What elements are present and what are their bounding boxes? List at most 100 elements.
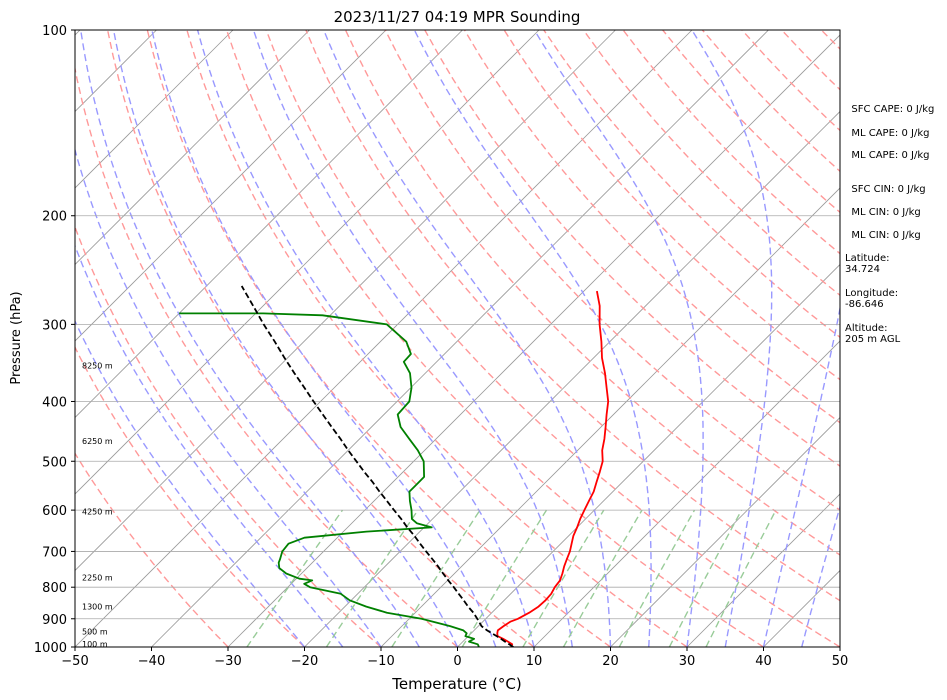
stat-label: ML CIN bbox=[851, 207, 887, 218]
isotherm-line bbox=[533, 340, 840, 647]
moist-adiabat-line bbox=[75, 319, 306, 647]
x-axis-label: Temperature (°C) bbox=[391, 675, 521, 693]
isotherm-line bbox=[75, 30, 387, 342]
y-tick-label: 800 bbox=[42, 581, 67, 596]
height-label: 2250 m bbox=[82, 574, 113, 583]
dewpoint-line bbox=[179, 312, 480, 647]
dry-adiabat-line bbox=[225, 30, 764, 647]
height-label: 4250 m bbox=[82, 507, 113, 516]
height-labels: 100 m 500 m 1300 m 2250 m 4250 m 6250 m 8250 m bbox=[82, 362, 113, 649]
isotherm-line bbox=[457, 263, 840, 647]
y-tick-label: 100 bbox=[42, 24, 67, 39]
stat-label: ML CAPE bbox=[851, 150, 895, 161]
stat-ml-cin-2: ML CIN: 0 J/kg bbox=[851, 230, 921, 241]
isotherm-line bbox=[686, 493, 840, 647]
longitude-info: Longitude: -86.646 bbox=[845, 288, 898, 310]
moist-adiabat-line bbox=[691, 30, 773, 647]
moist-adiabat-line bbox=[151, 30, 497, 647]
altitude-label: Altitude: bbox=[845, 323, 888, 334]
y-axis-ticks: 100 200 300 400 500 600 700 800 900 1000 bbox=[34, 24, 75, 656]
y-tick-label: 400 bbox=[42, 395, 67, 410]
x-axis-ticks: −50 −40 −30 −20 −10 0 10 20 30 40 50 bbox=[61, 647, 848, 669]
height-label: 8250 m bbox=[82, 362, 113, 371]
stat-ml-cape-2: ML CAPE: 0 J/kg bbox=[851, 150, 930, 161]
moist-adiabat-line bbox=[112, 30, 459, 647]
temperature-line bbox=[496, 290, 610, 647]
isotherm-line bbox=[75, 30, 693, 647]
isotherm-line bbox=[75, 30, 463, 419]
stat-label: SFC CAPE bbox=[851, 104, 900, 115]
altitude-value: 205 m AGL bbox=[845, 334, 901, 345]
x-tick-label: −10 bbox=[367, 654, 394, 669]
moist-adiabat-line bbox=[801, 504, 840, 647]
stat-value: 0 J/kg bbox=[897, 184, 926, 195]
dry-adiabat-line bbox=[424, 30, 840, 467]
y-axis-label: Pressure (hPa) bbox=[9, 291, 24, 384]
latitude-info: Latitude: 34.724 bbox=[845, 253, 890, 275]
background-lines bbox=[75, 30, 840, 647]
isotherm-line bbox=[227, 34, 840, 647]
stat-sfc-cin: SFC CIN: 0 J/kg bbox=[851, 184, 926, 195]
x-tick-label: 50 bbox=[832, 654, 849, 669]
stat-ml-cin: ML CIN: 0 J/kg bbox=[851, 207, 921, 218]
y-tick-label: 600 bbox=[42, 504, 67, 519]
dry-adiabat-line bbox=[75, 452, 229, 647]
longitude-value: -86.646 bbox=[845, 299, 884, 310]
moist-adiabat-line bbox=[75, 244, 344, 647]
moist-adiabat-line bbox=[413, 30, 652, 647]
dry-adiabat-line bbox=[106, 30, 535, 647]
height-label: 1300 m bbox=[82, 603, 113, 612]
isotherm-line bbox=[75, 30, 234, 189]
profile-lines bbox=[179, 285, 610, 647]
stat-value: 0 J/kg bbox=[892, 207, 921, 218]
y-tick-label: 900 bbox=[42, 613, 67, 628]
stat-value: 0 J/kg bbox=[901, 150, 930, 161]
isotherm-line bbox=[304, 110, 840, 647]
dry-adiabat-line bbox=[463, 30, 840, 424]
dry-adiabat-line bbox=[582, 30, 840, 297]
moist-adiabat-line bbox=[533, 30, 704, 647]
height-label: 6250 m bbox=[82, 437, 113, 446]
chart-title: 2023/11/27 04:19 MPR Sounding bbox=[334, 8, 581, 26]
x-tick-label: −50 bbox=[61, 654, 88, 669]
moist-adiabat-line bbox=[252, 30, 573, 647]
dry-adiabat-line bbox=[75, 65, 458, 647]
dry-adiabat-line bbox=[344, 30, 840, 556]
stat-value: 0 J/kg bbox=[901, 128, 930, 139]
parcel_profile-line bbox=[240, 285, 514, 647]
moist-adiabat-line bbox=[75, 147, 382, 647]
isotherm-line bbox=[75, 30, 540, 495]
dry-adiabat-line bbox=[305, 30, 840, 602]
y-tick-label: 500 bbox=[42, 455, 67, 470]
x-tick-label: 20 bbox=[602, 654, 619, 669]
x-tick-label: −40 bbox=[138, 654, 165, 669]
moist-adiabat-line bbox=[196, 30, 535, 647]
moist-adiabat-line bbox=[762, 304, 840, 647]
stat-value: 0 J/kg bbox=[892, 230, 921, 241]
dry-adiabat-line bbox=[384, 30, 840, 512]
dry-adiabat-line bbox=[146, 30, 611, 647]
dry-adiabat-line bbox=[75, 345, 305, 647]
dry-adiabat-line bbox=[265, 30, 840, 647]
stat-ml-cape: ML CAPE: 0 J/kg bbox=[851, 128, 930, 139]
latitude-label: Latitude: bbox=[845, 253, 890, 264]
dry-adiabat-line bbox=[75, 225, 382, 647]
x-tick-label: 30 bbox=[679, 654, 696, 669]
stat-label: ML CAPE bbox=[851, 128, 895, 139]
isotherm-line bbox=[610, 416, 840, 647]
dry-adiabat-line bbox=[186, 30, 688, 647]
moist-adiabat-line bbox=[80, 30, 420, 647]
isotherm-line bbox=[380, 187, 840, 647]
isotherm-line bbox=[75, 30, 616, 572]
stat-sfc-cape: SFC CAPE: 0 J/kg bbox=[851, 104, 935, 115]
y-tick-label: 1000 bbox=[34, 641, 67, 656]
x-tick-label: 10 bbox=[526, 654, 543, 669]
altitude-info: Altitude: 205 m AGL bbox=[845, 323, 900, 345]
latitude-value: 34.724 bbox=[845, 264, 880, 275]
height-label: 500 m bbox=[82, 627, 108, 636]
stat-label: SFC CIN bbox=[851, 184, 892, 195]
x-tick-label: −20 bbox=[291, 654, 318, 669]
stat-label: ML CIN bbox=[851, 230, 887, 241]
y-tick-label: 700 bbox=[42, 545, 67, 560]
